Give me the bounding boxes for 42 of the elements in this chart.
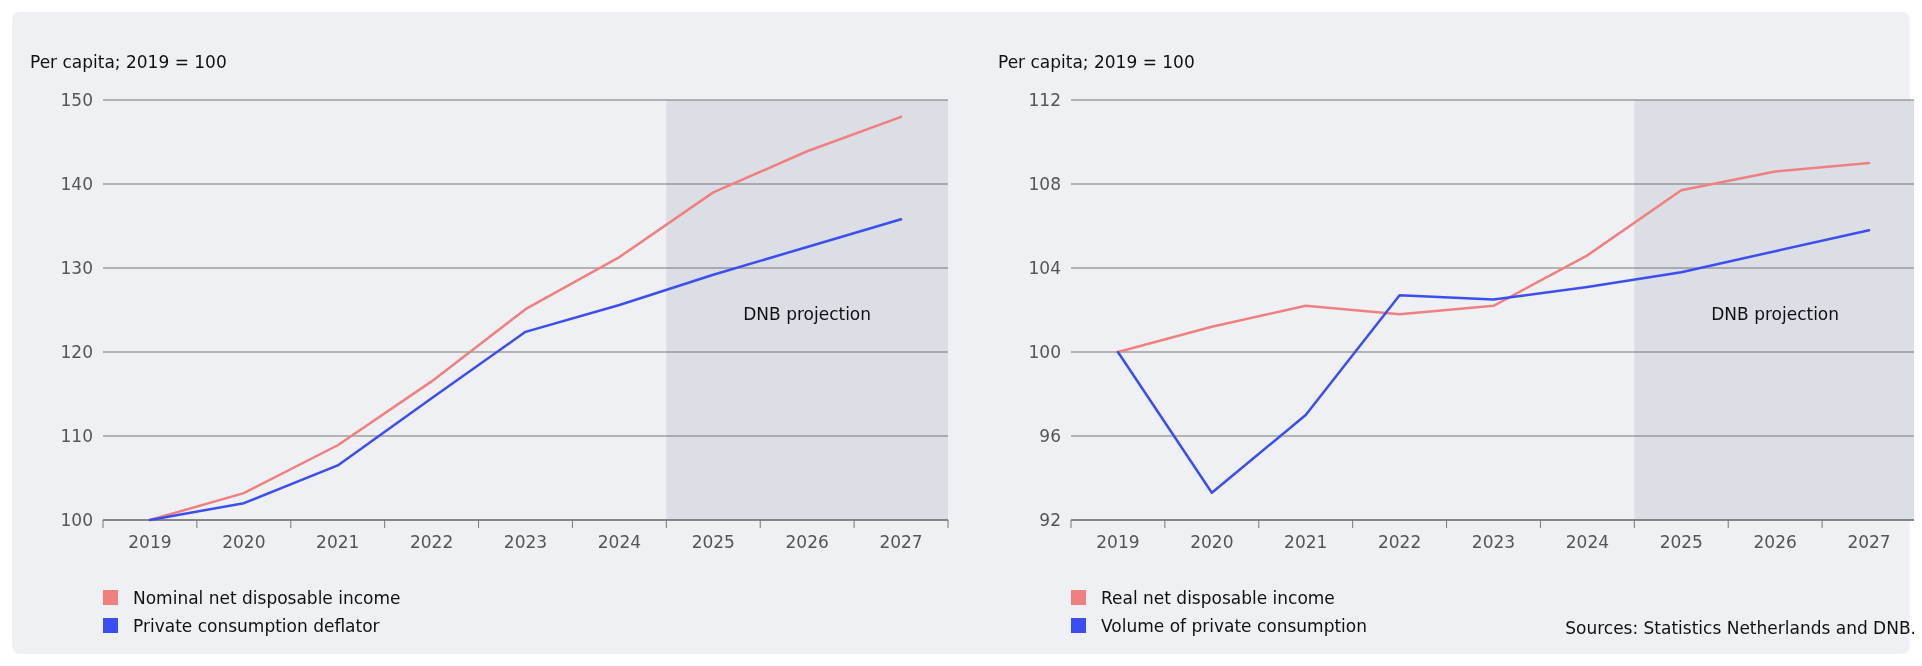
- y-tick-label: 100: [60, 509, 93, 530]
- y-tick-label: 108: [1028, 173, 1061, 194]
- source-note: Sources: Statistics Netherlands and DNB.: [1565, 618, 1916, 638]
- x-tick-label: 2026: [1753, 532, 1797, 552]
- y-tick-label: 92: [1039, 509, 1061, 530]
- x-tick-label: 2027: [879, 532, 923, 552]
- x-tick-label: 2023: [503, 532, 548, 552]
- x-tick-label: 2019: [128, 532, 172, 552]
- x-tick-label: 2021: [1284, 532, 1328, 552]
- y-tick-label: 104: [1028, 257, 1061, 278]
- x-tick-label: 2020: [1190, 532, 1234, 552]
- band-label: DNB projection: [743, 304, 872, 324]
- y-tick-label: 100: [1028, 341, 1061, 362]
- x-tick-label: 2021: [316, 532, 360, 552]
- legend-label: Nominal net disposable income: [133, 587, 401, 608]
- legend-label: Volume of private consumption: [1101, 615, 1367, 636]
- x-tick-label: 2020: [222, 532, 266, 552]
- y-tick-label: 120: [60, 341, 93, 362]
- x-tick-label: 2025: [1659, 532, 1703, 552]
- x-tick-label: 2027: [1847, 532, 1891, 552]
- x-tick-label: 2025: [691, 532, 735, 552]
- legend-label: Private consumption deflator: [133, 615, 380, 636]
- y-tick-label: 150: [60, 89, 93, 110]
- band-label: DNB projection: [1711, 304, 1840, 324]
- y-tick-label: 130: [60, 257, 93, 278]
- x-tick-label: 2019: [1096, 532, 1140, 552]
- y-tick-label: 110: [60, 425, 93, 446]
- x-tick-label: 2022: [409, 532, 454, 552]
- x-tick-label: 2024: [1565, 532, 1610, 552]
- line-series: [1116, 228, 1871, 494]
- x-tick-label: 2024: [597, 532, 642, 552]
- y-axis-title: Per capita; 2019 = 100: [30, 52, 227, 72]
- y-tick-label: 96: [1039, 425, 1061, 446]
- x-tick-label: 2026: [785, 532, 829, 552]
- legend-label: Real net disposable income: [1101, 587, 1335, 608]
- x-tick-label: 2023: [1471, 532, 1516, 552]
- line-series: [148, 218, 903, 522]
- y-tick-label: 112: [1028, 89, 1061, 110]
- y-axis-title: Per capita; 2019 = 100: [998, 52, 1195, 72]
- line-series: [1116, 161, 1871, 354]
- y-tick-label: 140: [60, 173, 93, 194]
- x-tick-label: 2022: [1377, 532, 1422, 552]
